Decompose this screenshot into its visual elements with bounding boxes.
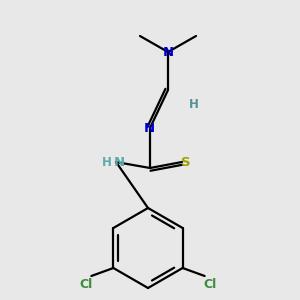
Text: N: N [113, 155, 124, 169]
Text: N: N [162, 46, 174, 59]
Text: H: H [189, 98, 199, 110]
Text: H: H [102, 155, 112, 169]
Text: Cl: Cl [80, 278, 93, 290]
Text: Cl: Cl [203, 278, 216, 290]
Text: N: N [143, 122, 155, 136]
Text: S: S [181, 157, 191, 169]
